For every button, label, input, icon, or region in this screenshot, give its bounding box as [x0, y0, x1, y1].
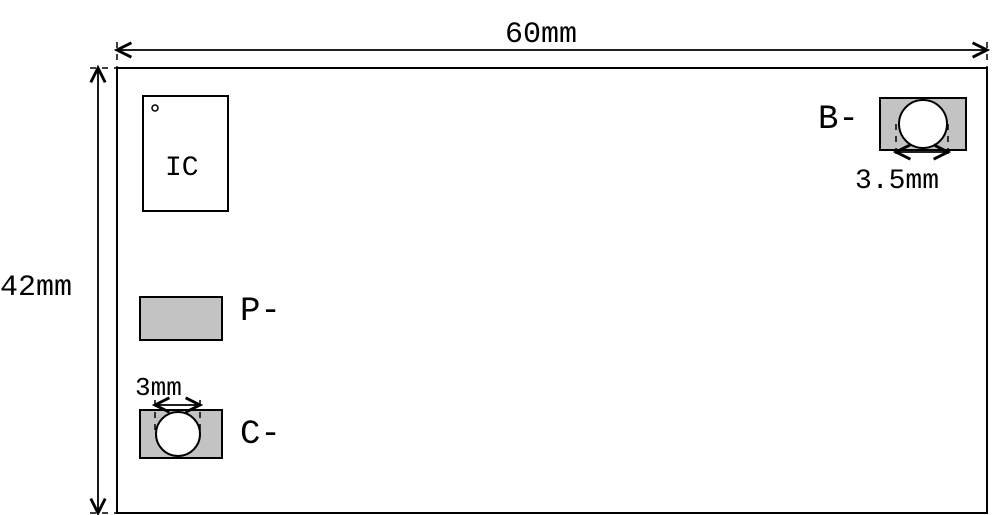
dim-height-label: 42mm — [0, 271, 72, 305]
pad-c-label: C- — [240, 416, 281, 454]
pcb-dimension-diagram: 60mm 42mm 3mm 3.5mm IC P- C- B- — [0, 0, 1000, 515]
dim-b-hole-label: 3.5mm — [855, 166, 939, 197]
pad-c-hole — [156, 412, 200, 456]
pad-b-hole — [899, 100, 947, 148]
pad-b-label: B- — [818, 101, 859, 139]
ic-label: IC — [165, 153, 199, 184]
dim-c-hole-label: 3mm — [135, 373, 182, 403]
pad-p-label: P- — [240, 293, 281, 331]
pad-p-rect — [140, 297, 222, 340]
dim-width-label: 60mm — [505, 18, 577, 52]
